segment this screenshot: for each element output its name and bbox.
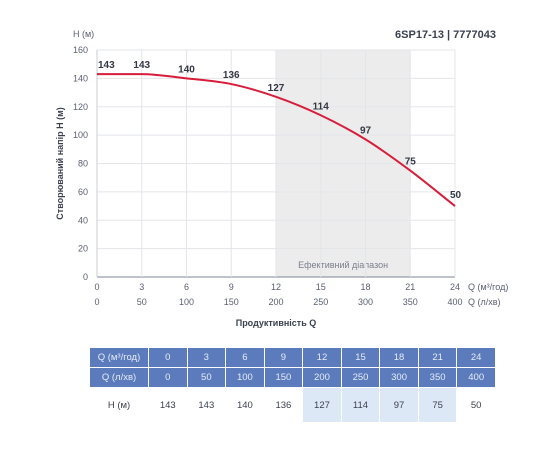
data-label: 136: [223, 70, 240, 81]
table-cell: 9: [263, 347, 304, 368]
x-tick-label-m3h: 24: [450, 282, 460, 292]
x-tick-label-lmin: 50: [137, 297, 147, 307]
table-cell: 18: [379, 347, 419, 368]
table-cell: 350: [417, 367, 458, 388]
x-tick-label-m3h: 18: [360, 282, 370, 292]
head-curve-line: [97, 73, 456, 207]
y-axis-title: Створюваний напір H (м): [55, 107, 65, 219]
x-tick-label-m3h: 15: [316, 282, 326, 292]
y-tick-label: 0: [83, 272, 88, 282]
table-cell: 127: [302, 387, 342, 423]
table-cell: 12: [302, 347, 342, 368]
data-label: 50: [450, 190, 462, 201]
x-tick-label-m3h: 21: [405, 282, 415, 292]
performance-table: Q (м³/год) 0 3 6 9 12 15 18 21 24 Q (л/хв) 0 50 100 15…: [89, 347, 496, 423]
table-cell: 143: [186, 387, 227, 423]
x-axis-title: Продуктивність Q: [236, 318, 317, 328]
x-tick-label-lmin: 100: [179, 297, 194, 307]
table-row: H (м) 143 143 140 136 127 114 97 75 50: [89, 387, 496, 423]
x-tick-label-m3h: 9: [229, 282, 234, 292]
data-label: 140: [178, 64, 195, 75]
table-cell: 3: [186, 347, 227, 368]
x-unit-label-m3h: Q (м³/год): [468, 282, 508, 292]
x-tick-label-lmin: 250: [313, 297, 328, 307]
table-cell: 0: [148, 367, 188, 388]
x-tick-label-lmin: 400: [447, 297, 462, 307]
table-cell: 50: [186, 367, 227, 388]
table-cell: 15: [340, 347, 381, 368]
x-tick-label-lmin: 0: [94, 297, 99, 307]
table-cell: 100: [225, 367, 265, 388]
data-label: 75: [405, 157, 417, 168]
table-cell: 250: [340, 367, 381, 388]
data-label: 143: [98, 60, 115, 71]
table-cell: 97: [379, 387, 419, 423]
x-tick-label-lmin: 350: [403, 297, 418, 307]
data-label: 114: [313, 101, 330, 112]
table-cell: 140: [225, 387, 265, 423]
table-cell: 150: [263, 367, 304, 388]
x-tick-label-lmin: 200: [268, 297, 283, 307]
table-cell: 143: [148, 387, 188, 423]
y-tick-label: 60: [78, 187, 88, 197]
table-cell: 0: [148, 347, 188, 368]
table-row: Q (м³/год) 0 3 6 9 12 15 18 21 24: [89, 347, 496, 368]
x-tick-label-lmin: 150: [224, 297, 239, 307]
table-cell: 21: [417, 347, 458, 368]
table-cell: 400: [456, 367, 496, 388]
y-tick-label: 20: [78, 244, 88, 254]
table-row: Q (л/хв) 0 50 100 150 200 250 300 350 400: [89, 367, 496, 388]
row-header: H (м): [89, 387, 149, 423]
chart-title: 6SP17-13 | 7777043: [395, 29, 496, 41]
y-tick-label: 160: [73, 45, 88, 55]
data-label: 143: [133, 60, 150, 71]
table-cell: 75: [417, 387, 458, 423]
efficient-range-label: Ефективний діапазон: [298, 260, 388, 270]
table-cell: 300: [379, 367, 419, 388]
table-cell: 200: [302, 367, 342, 388]
data-label: 127: [268, 83, 285, 94]
y-tick-label: 140: [73, 73, 88, 83]
row-header: Q (л/хв): [89, 367, 149, 388]
x-unit-label-lmin: Q (л/хв): [468, 297, 501, 307]
x-tick-label-m3h: 3: [139, 282, 144, 292]
x-tick-label-lmin: 300: [358, 297, 373, 307]
data-label: 97: [360, 125, 372, 136]
table-cell: 114: [340, 387, 381, 423]
table-cell: 6: [225, 347, 265, 368]
x-tick-label-m3h: 12: [271, 282, 281, 292]
row-header: Q (м³/год): [89, 347, 149, 368]
y-tick-label: 40: [78, 215, 88, 225]
y-tick-label: 100: [73, 130, 88, 140]
y-tick-label: 120: [73, 102, 88, 112]
table-cell: 136: [263, 387, 304, 423]
table-cell: 50: [456, 387, 496, 423]
pump-curve-chart: Ефективний діапазон 02040608010012014016…: [55, 29, 508, 328]
table-cell: 24: [456, 347, 496, 368]
x-tick-label-m3h: 0: [94, 282, 99, 292]
y-tick-label: 80: [78, 159, 88, 169]
x-tick-label-m3h: 6: [184, 282, 189, 292]
y-unit-label: H (м): [73, 29, 94, 39]
